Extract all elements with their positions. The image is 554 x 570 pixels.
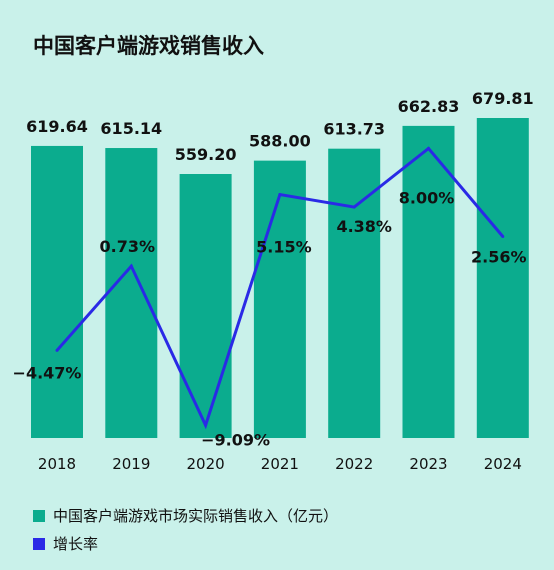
bar-value-label-2018: 619.64	[26, 117, 88, 136]
chart-plot: 619.64 2018 615.14 2019 559.20 2020 588.00 2021…	[13, 89, 534, 473]
growth-label-2022: 4.38%	[336, 217, 392, 236]
x-tick-2019: 2019	[112, 455, 150, 473]
x-tick-2024: 2024	[484, 455, 522, 473]
bar-2018	[31, 145, 83, 438]
chart-title: 中国客户端游戏销售收入	[33, 34, 264, 58]
growth-label-2024: 2.56%	[471, 248, 527, 267]
growth-point-2024	[501, 235, 505, 239]
bar-value-label-2022: 613.73	[323, 120, 385, 139]
x-tick-2021: 2021	[261, 455, 299, 473]
growth-point-2022	[352, 205, 356, 209]
growth-point-2021	[278, 193, 282, 197]
bar-2023	[402, 125, 455, 439]
growth-label-2021: 5.15%	[256, 238, 312, 257]
growth-point-2019	[129, 264, 133, 268]
legend-swatch-bar	[33, 509, 45, 522]
growth-label-2023: 8.00%	[399, 188, 455, 207]
growth-label-2020: −9.09%	[201, 430, 270, 449]
bar-2022	[328, 148, 381, 438]
bar-value-label-2021: 588.00	[249, 132, 311, 151]
x-tick-2020: 2020	[187, 455, 225, 473]
bar-2021	[253, 160, 306, 438]
x-tick-2018: 2018	[38, 455, 76, 473]
legend-swatch-line	[33, 537, 45, 550]
legend-label-line: 增长率	[53, 535, 99, 553]
bar-value-label-2020: 559.20	[175, 145, 237, 164]
bar-value-label-2023: 662.83	[398, 97, 460, 116]
bar-2024	[476, 118, 529, 438]
growth-point-2018	[55, 348, 59, 352]
bar-value-label-2019: 615.14	[100, 119, 162, 138]
bar-value-label-2024: 679.81	[472, 89, 534, 108]
growth-label-2018: −4.47%	[13, 363, 82, 382]
growth-label-2019: 0.73%	[100, 237, 156, 256]
growth-point-2020	[204, 423, 208, 427]
legend-item-bar: 中国客户端游戏市场实际销售收入（亿元）	[33, 505, 338, 526]
bar-2019	[105, 148, 158, 438]
growth-point-2023	[427, 146, 430, 150]
legend-label-bar: 中国客户端游戏市场实际销售收入（亿元）	[53, 507, 339, 525]
x-tick-2023: 2023	[409, 455, 447, 473]
bar-2020	[179, 174, 232, 438]
legend-item-line: 增长率	[33, 533, 98, 554]
x-tick-2022: 2022	[335, 455, 373, 473]
